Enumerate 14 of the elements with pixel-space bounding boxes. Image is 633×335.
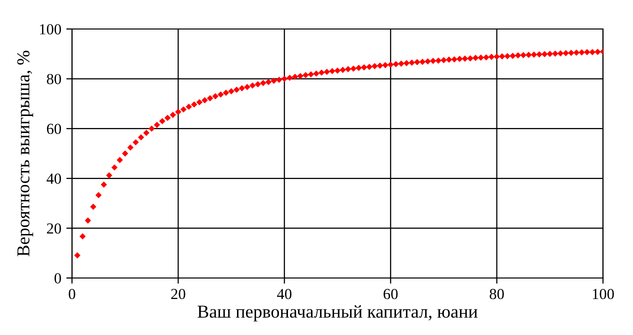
x-tick-label: 60 (384, 288, 398, 300)
y-tick-label: 0 (54, 273, 61, 284)
y-tick-label: 60 (46, 124, 61, 134)
x-axis-title: Ваш первоначальный капитал, юани (198, 305, 478, 322)
x-tick-label: 20 (171, 288, 186, 300)
y-tick-label: 100 (40, 24, 61, 34)
x-tick-label: 0 (68, 288, 76, 300)
y-tick-label: 40 (46, 174, 61, 184)
x-tick-label: 100 (592, 288, 614, 300)
y-tick-label: 80 (46, 74, 61, 84)
x-tick-label: 40 (277, 288, 292, 300)
y-tick-label: 20 (46, 223, 61, 234)
x-tick-label: 80 (490, 288, 504, 300)
y-axis-title: Вероятность выигрыша, % (17, 50, 34, 256)
